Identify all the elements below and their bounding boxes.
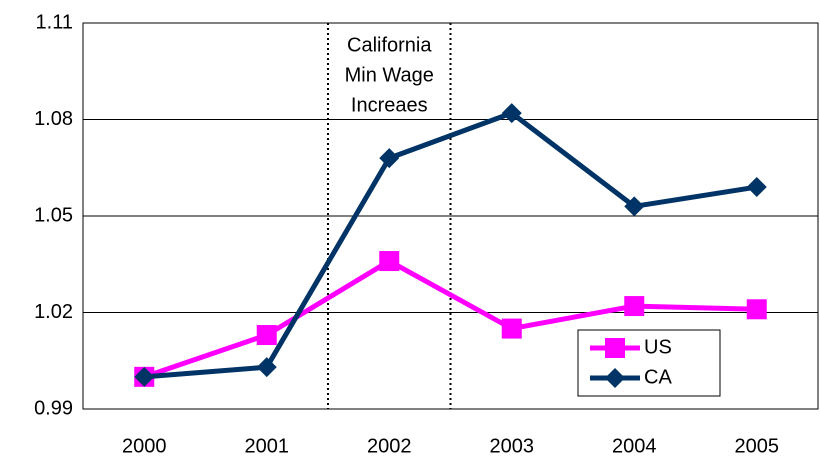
y-tick-label: 0.99	[34, 397, 73, 419]
point	[501, 103, 522, 124]
legend-label: CA	[644, 366, 672, 388]
annotation-text: Increaes	[351, 94, 428, 116]
y-tick-label: 1.08	[34, 108, 73, 130]
legend-label: US	[644, 336, 672, 358]
y-tick-label: 1.05	[34, 204, 73, 226]
point	[746, 299, 767, 320]
annotation-text: California	[347, 34, 432, 56]
x-tick-label: 2001	[245, 435, 290, 457]
series-line	[144, 110, 758, 380]
point	[134, 366, 155, 387]
x-tick-label: 2002	[367, 435, 412, 457]
x-tick-label: 2003	[490, 435, 535, 457]
y-tick-label: 1.02	[34, 301, 73, 323]
point	[501, 318, 522, 339]
legend-box	[577, 329, 721, 397]
series-line	[143, 258, 757, 380]
point	[379, 251, 400, 272]
legend-marker	[605, 338, 625, 358]
x-tick-label: 2000	[122, 435, 167, 457]
legend-marker	[605, 368, 625, 388]
point	[624, 296, 645, 317]
x-tick-label: 2005	[735, 435, 780, 457]
x-tick-label: 2004	[612, 435, 657, 457]
point	[256, 357, 277, 378]
point	[746, 177, 767, 198]
point	[624, 196, 645, 217]
y-tick-label: 1.11	[36, 11, 73, 33]
point	[256, 325, 277, 346]
point	[379, 148, 400, 169]
annotation-text: Min Wage	[345, 64, 434, 86]
